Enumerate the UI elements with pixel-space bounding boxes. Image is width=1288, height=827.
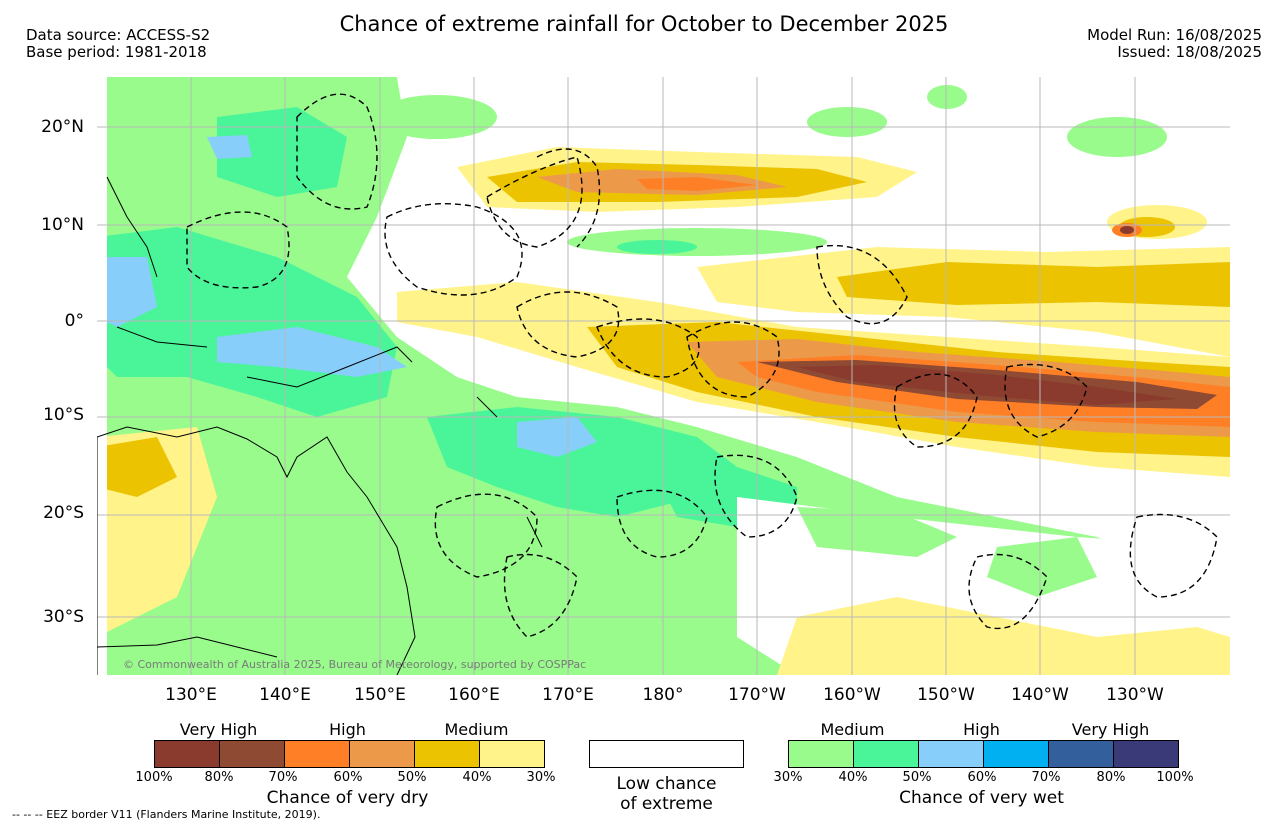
lat-label-10n: 10°N [41, 215, 84, 235]
wet-swatch-70-80 [1049, 741, 1114, 767]
dry-swatch-40-30 [480, 741, 544, 767]
dry-tick: 30% [526, 770, 556, 785]
low-chance-line2: of extreme [620, 794, 713, 814]
dry-tick: 70% [268, 770, 298, 785]
copyright-text: © Commonwealth of Australia 2025, Bureau… [123, 658, 587, 671]
dry-category-very-high: Very High [179, 720, 258, 739]
map-canvas [97, 77, 1230, 675]
page-title: Chance of extreme rainfall for October t… [339, 12, 949, 36]
wet-colorbar [788, 740, 1179, 768]
dry-tick: 60% [333, 770, 363, 785]
wet-swatch-30-40 [789, 741, 854, 767]
dry-swatch-60-50 [350, 741, 415, 767]
dry-band-south-equator [397, 282, 1230, 477]
dry-tick: 40% [462, 770, 492, 785]
lon-label-170w: 170°W [728, 685, 786, 705]
wet-tick: 80% [1096, 770, 1126, 785]
lon-label-180: 180° [642, 685, 684, 705]
issued-text: Issued: 18/08/2025 [1117, 43, 1262, 61]
wet-swatch-50-60 [919, 741, 984, 767]
dry-swatch-70-60 [285, 741, 350, 767]
wet-swatch-80-100 [1114, 741, 1178, 767]
dry-tick: 100% [135, 770, 173, 785]
lat-label-20n: 20°N [41, 117, 84, 137]
lon-label-140e: 140°E [259, 685, 311, 705]
wet-tick: 30% [773, 770, 803, 785]
dry-category-high: High [329, 720, 366, 739]
lat-label-0: 0° [64, 311, 84, 331]
rainfall-map[interactable]: © Commonwealth of Australia 2025, Bureau… [97, 77, 1230, 675]
eez-borders [186, 93, 1218, 638]
lon-label-160e: 160°E [448, 685, 500, 705]
lat-label-10s: 10°S [43, 405, 84, 425]
dry-tick: 50% [397, 770, 427, 785]
wet-tick: 40% [838, 770, 868, 785]
wet-swatch-40-50 [854, 741, 919, 767]
dry-band-equator-north [697, 247, 1230, 357]
dry-swatch-80-70 [220, 741, 285, 767]
data-info: Data source: ACCESS-S2 Base period: 1981… [26, 27, 210, 61]
dry-swatch-100-80 [155, 741, 220, 767]
dry-legend-title: Chance of very dry [266, 788, 429, 808]
base-period-text: Base period: 1981-2018 [26, 43, 207, 61]
dry-category-medium: Medium [444, 720, 509, 739]
lon-label-150e: 150°E [354, 685, 406, 705]
lon-label-150w: 150°W [917, 685, 975, 705]
wet-category-medium: Medium [820, 720, 885, 739]
coastlines [97, 176, 543, 675]
dry-colorbar [154, 740, 545, 768]
low-chance-line1: Low chance [616, 774, 717, 794]
lon-label-130e: 130°E [165, 685, 217, 705]
wet-tick: 50% [902, 770, 932, 785]
dry-band-north [457, 147, 1207, 239]
lat-label-30s: 30°S [43, 607, 84, 627]
dry-swatch-50-40 [415, 741, 480, 767]
wet-swatch-60-70 [984, 741, 1049, 767]
lon-label-170e: 170°E [542, 685, 594, 705]
wet-tick: 70% [1031, 770, 1061, 785]
wet-tick: 60% [967, 770, 997, 785]
lon-label-140w: 140°W [1011, 685, 1069, 705]
low-chance-label: Low chance of extreme [589, 774, 744, 814]
dry-tick: 80% [204, 770, 234, 785]
wet-legend-title: Chance of very wet [899, 788, 1064, 808]
run-info: Model Run: 16/08/2025 Issued: 18/08/2025 [1087, 27, 1262, 61]
model-run-text: Model Run: 16/08/2025 [1087, 26, 1262, 44]
lon-label-160w: 160°W [823, 685, 881, 705]
low-chance-swatch [589, 740, 744, 768]
wet-category-very-high: Very High [1071, 720, 1150, 739]
lat-label-20s: 20°S [43, 503, 84, 523]
data-source-text: Data source: ACCESS-S2 [26, 26, 211, 44]
eez-note: -- -- -- EEZ border V11 (Flanders Marine… [12, 808, 321, 821]
wet-tick: 100% [1156, 770, 1194, 785]
wet-category-high: High [963, 720, 1000, 739]
lon-label-130w: 130°W [1106, 685, 1164, 705]
